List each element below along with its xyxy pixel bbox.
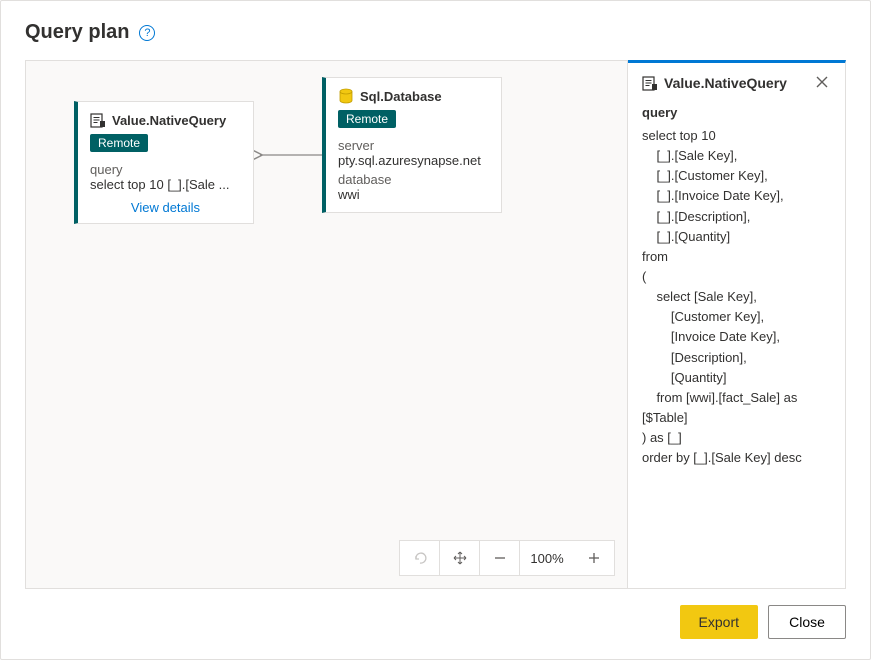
close-icon	[816, 76, 828, 88]
dialog-title: Query plan	[25, 21, 129, 44]
minus-icon	[493, 551, 507, 565]
server-value: pty.sql.azuresynapse.net	[338, 153, 489, 168]
view-details-link[interactable]: View details	[90, 200, 241, 215]
details-panel: Value.NativeQuery query select top 10 [_…	[628, 60, 846, 589]
dialog-header: Query plan ?	[25, 21, 846, 44]
database-value: wwi	[338, 187, 489, 202]
undo-icon	[412, 550, 428, 566]
body-area: Value.NativeQuery Remote query select to…	[25, 60, 846, 589]
dialog-footer: Export Close	[25, 605, 846, 639]
zoom-percent: 100%	[520, 541, 574, 575]
remote-badge: Remote	[338, 110, 396, 128]
fit-button[interactable]	[440, 541, 480, 575]
node-title: Sql.Database	[360, 89, 442, 104]
query-plan-dialog: Query plan ?	[0, 0, 871, 660]
help-icon[interactable]: ?	[139, 25, 155, 41]
undo-button[interactable]	[400, 541, 440, 575]
database-icon	[338, 88, 354, 104]
details-query-text: select top 10 [_].[Sale Key], [_].[Custo…	[642, 126, 831, 468]
details-section-label: query	[642, 105, 831, 120]
details-header: Value.NativeQuery	[642, 75, 831, 91]
node-native-query[interactable]: Value.NativeQuery Remote query select to…	[74, 101, 254, 224]
zoom-controls: 100%	[399, 540, 615, 576]
plan-canvas[interactable]: Value.NativeQuery Remote query select to…	[25, 60, 628, 589]
plus-icon	[587, 551, 601, 565]
remote-badge: Remote	[90, 134, 148, 152]
close-panel-button[interactable]	[813, 75, 831, 91]
close-button[interactable]: Close	[768, 605, 846, 639]
fit-icon	[452, 550, 468, 566]
connector-arrow	[254, 149, 322, 161]
query-icon	[642, 75, 658, 91]
database-label: database	[338, 172, 489, 187]
details-title: Value.NativeQuery	[664, 75, 787, 91]
param-label: query	[90, 162, 241, 177]
node-title: Value.NativeQuery	[112, 113, 226, 128]
node-header: Sql.Database	[338, 88, 489, 104]
zoom-in-button[interactable]	[574, 541, 614, 575]
param-value: select top 10 [_].[Sale ...	[90, 177, 241, 192]
query-icon	[90, 112, 106, 128]
node-sql-database[interactable]: Sql.Database Remote server pty.sql.azure…	[322, 77, 502, 213]
export-button[interactable]: Export	[680, 605, 758, 639]
node-header: Value.NativeQuery	[90, 112, 241, 128]
zoom-out-button[interactable]	[480, 541, 520, 575]
server-label: server	[338, 138, 489, 153]
